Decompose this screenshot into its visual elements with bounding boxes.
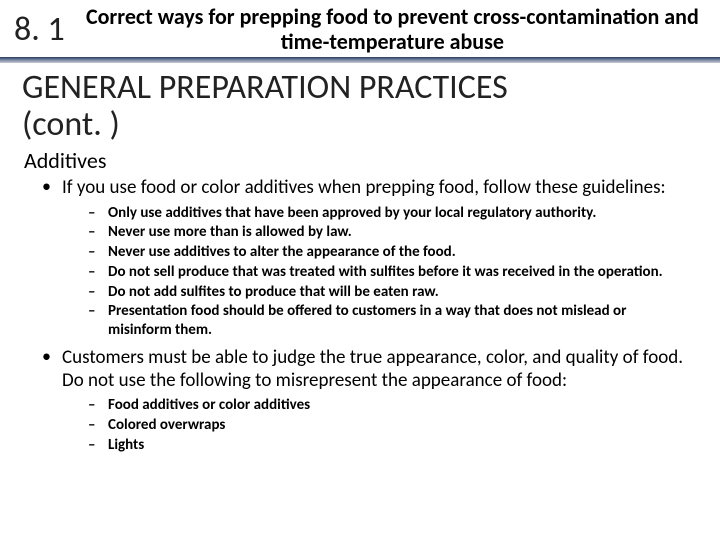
list-item: If you use food or color additives when … bbox=[42, 176, 692, 339]
bullet-list-lvl2: Only use additives that have been approv… bbox=[62, 204, 692, 340]
subhead: Additives bbox=[0, 145, 720, 176]
list-item-text: Customers must be able to judge the true… bbox=[62, 346, 683, 392]
bullet-list-lvl1: If you use food or color additives when … bbox=[28, 176, 692, 454]
slide-header: 8. 1 Correct ways for prepping food to p… bbox=[0, 0, 720, 57]
header-title: Correct ways for prepping food to preven… bbox=[75, 4, 710, 55]
main-title-line2: (cont. ) bbox=[22, 104, 120, 145]
list-item: Never use additives to alter the appeara… bbox=[88, 243, 692, 262]
content-body: If you use food or color additives when … bbox=[0, 176, 720, 454]
list-item: Customers must be able to judge the true… bbox=[42, 346, 692, 455]
slide: 8. 1 Correct ways for prepping food to p… bbox=[0, 0, 720, 540]
section-number: 8. 1 bbox=[10, 9, 75, 50]
main-title-line1: GENERAL PREPARATION PRACTICES bbox=[22, 67, 508, 108]
list-item: Lights bbox=[88, 436, 692, 455]
list-item: Colored overwraps bbox=[88, 416, 692, 435]
list-item: Food additives or color additives bbox=[88, 396, 692, 415]
list-item: Only use additives that have been approv… bbox=[88, 204, 692, 223]
list-item: Presentation food should be offered to c… bbox=[88, 302, 692, 340]
list-item-text: If you use food or color additives when … bbox=[62, 176, 666, 199]
bullet-list-lvl2: Food additives or color additives Colore… bbox=[62, 396, 692, 454]
list-item: Never use more than is allowed by law. bbox=[88, 223, 692, 242]
list-item: Do not add sulfites to produce that will… bbox=[88, 283, 692, 302]
main-title: GENERAL PREPARATION PRACTICES (cont. ) bbox=[0, 63, 720, 146]
list-item: Do not sell produce that was treated wit… bbox=[88, 263, 692, 282]
